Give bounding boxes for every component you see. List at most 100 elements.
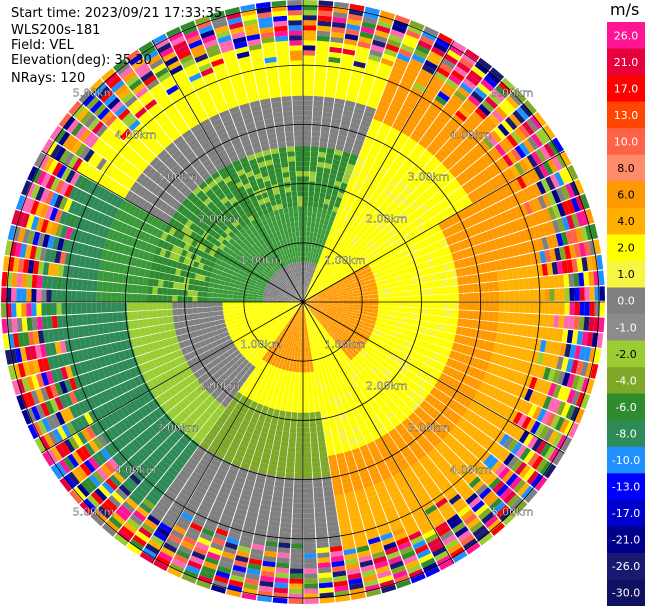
ray-gate [417, 39, 433, 51]
ray-gate [317, 297, 323, 300]
ray-gate [306, 236, 310, 242]
ray-gate [438, 211, 447, 221]
ray-gate [331, 26, 346, 34]
ray-gate [529, 252, 537, 265]
ray-gate [439, 129, 451, 141]
ray-gate [445, 78, 459, 90]
ray-gate [381, 265, 388, 271]
ray-gate [310, 366, 314, 372]
ray-gate [406, 260, 413, 268]
ray-gate [468, 215, 478, 226]
ray-gate [306, 287, 310, 293]
ray-gate [475, 244, 483, 255]
ray-gate [310, 247, 315, 253]
ray-gate [303, 146, 311, 152]
ray-gate [303, 372, 307, 378]
ray-gate [491, 88, 505, 102]
ray-gate [325, 288, 331, 292]
ray-gate [355, 50, 369, 59]
ray-gate [452, 317, 459, 326]
ray-gate [444, 141, 456, 152]
ray-gate [310, 262, 314, 268]
ray-gate [502, 137, 515, 151]
ray-gate [325, 157, 333, 164]
ray-gate [286, 401, 293, 408]
ray-gate [332, 280, 338, 285]
ray-gate [312, 252, 316, 259]
ray-gate [339, 214, 347, 222]
ray-gate [390, 320, 397, 327]
ray-gate [382, 200, 391, 209]
ray-gate [380, 122, 392, 132]
ray-gate [303, 161, 310, 167]
ray-gate [334, 273, 340, 279]
ray-gate [502, 154, 514, 167]
ray-gate [409, 58, 424, 69]
ray-gate [521, 266, 529, 278]
ray-gate [551, 189, 561, 204]
ray-gate [341, 210, 349, 217]
ray-gate [323, 251, 328, 258]
ray-gate [303, 477, 313, 484]
ray-gate [386, 153, 396, 163]
ray-gate [317, 296, 323, 299]
ray-gate [316, 547, 330, 554]
ray-gate [435, 272, 443, 281]
ray-gate [542, 161, 554, 176]
ray-gate [433, 180, 444, 191]
ray-gate [303, 462, 312, 469]
ray-gate [305, 246, 309, 252]
ray-gate [375, 281, 382, 286]
ray-gate [348, 196, 356, 204]
ray-gate [322, 268, 327, 274]
ray-gate [335, 234, 341, 241]
ray-gate [316, 276, 321, 282]
ray-gate [390, 277, 397, 283]
ray-gate [305, 251, 309, 257]
ray-gate [508, 113, 522, 127]
ray-gate [468, 284, 474, 293]
ray-gate [412, 82, 426, 93]
ray-gate [569, 302, 575, 316]
ray-gate [331, 164, 339, 171]
ray-gate [303, 503, 314, 509]
ray-gate [311, 136, 320, 142]
ray-gate [504, 196, 515, 209]
ray-gate [350, 75, 362, 83]
ray-gate [319, 287, 324, 291]
ray-gate [348, 8, 364, 17]
ray-gate [311, 293, 316, 297]
ray-gate [303, 151, 311, 157]
ray-gate [319, 279, 325, 285]
ray-gate [382, 118, 394, 127]
ray-gate [313, 90, 325, 97]
ray-gate [389, 229, 397, 237]
ray-gate [316, 542, 329, 549]
ray-gate [317, 207, 323, 214]
ray-gate [509, 92, 523, 106]
ray-gate [383, 258, 391, 265]
ray-gate [518, 124, 531, 139]
ray-gate [451, 224, 459, 234]
ray-gate [317, 25, 331, 32]
ray-gate [304, 588, 319, 594]
ray-gate [398, 302, 404, 307]
ray-gate [280, 405, 287, 412]
ray-gate [305, 352, 309, 358]
ray-gate [401, 262, 409, 269]
ray-gate [303, 427, 310, 433]
ray-gate [357, 92, 369, 101]
ray-gate [330, 36, 344, 44]
ray-gate [313, 492, 324, 498]
ray-gate [320, 289, 326, 293]
ray-gate [313, 477, 322, 483]
ray-gate [419, 240, 427, 249]
ray-gate [499, 186, 509, 199]
ray-gate [546, 191, 557, 206]
ray-gate [589, 302, 595, 317]
ray-gate [480, 184, 490, 196]
ray-gate [488, 178, 499, 191]
ray-gate [322, 298, 328, 300]
ray-gate [401, 145, 412, 155]
ray-gate [575, 195, 585, 211]
